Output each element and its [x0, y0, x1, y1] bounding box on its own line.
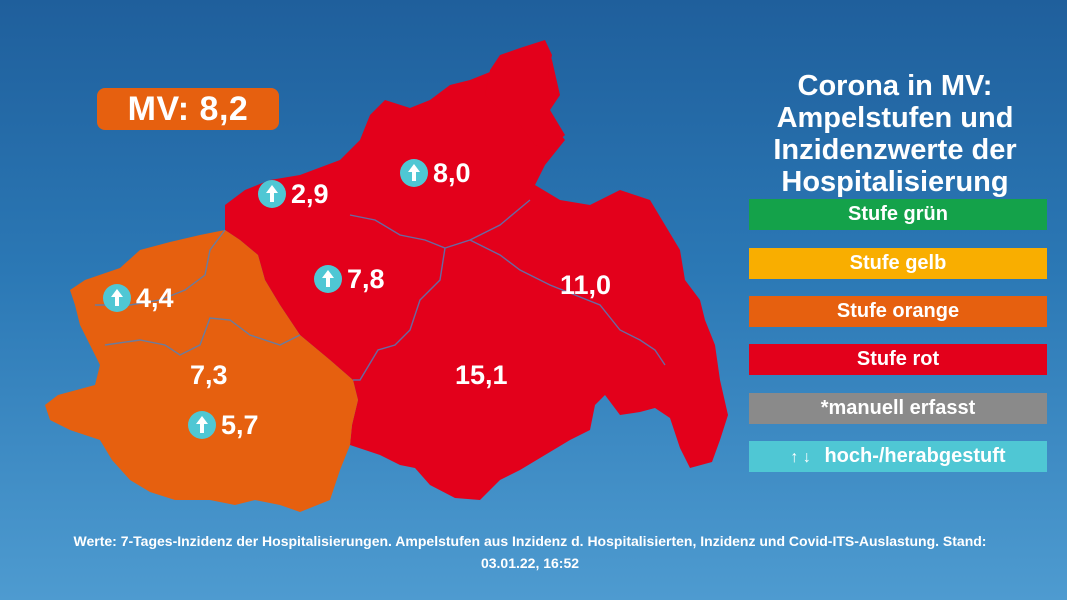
region-value: 8,0 [400, 158, 471, 188]
district-borders [95, 199, 666, 381]
legend-item-orange: Stufe orange [749, 296, 1047, 327]
region-value-text: 5,7 [221, 410, 259, 440]
rugen-island [485, 40, 565, 150]
legend-item-manual: *manuell erfasst [749, 393, 1047, 424]
legend-label: Stufe rot [856, 348, 940, 370]
page-title: Corona in MV: Ampelstufen und Inzidenzwe… [745, 70, 1045, 198]
region-value-text: 7,3 [190, 360, 228, 390]
legend-item-green: Stufe grün [749, 199, 1047, 230]
title-line: Ampelstufen und [776, 102, 1014, 134]
legend-label: Stufe grün [848, 203, 948, 225]
arrow-up-icon [314, 265, 342, 293]
legend-item-yellow: Stufe gelb [749, 248, 1047, 279]
legend-item-trend: ↑ ↓ hoch-/herabgestuft [749, 441, 1047, 472]
region-value: 7,8 [314, 264, 385, 294]
arrow-up-icon [258, 180, 286, 208]
region-value: 15,1 [455, 360, 508, 390]
legend-label: *manuell erfasst [820, 397, 976, 419]
region-red-area [225, 42, 728, 500]
region-value: 5,7 [188, 410, 259, 440]
legend-label: Stufe orange [836, 300, 960, 322]
region-value: 11,0 [560, 270, 611, 300]
mv-total-badge: MV: 8,2 [97, 88, 279, 130]
footer-line: 03.01.22, 16:52 [480, 555, 580, 571]
legend-label: hoch-/herabgestuft [824, 445, 1006, 467]
arrow-up-icon [103, 284, 131, 312]
region-value-text: 4,4 [136, 283, 174, 313]
title-line: Hospitalisierung [781, 166, 1009, 198]
legend-label: Stufe gelb [849, 252, 947, 274]
region-value: 4,4 [103, 283, 174, 313]
up-down-arrow-icon: ↑ ↓ [790, 449, 811, 466]
region-value-text: 11,0 [560, 270, 612, 300]
region-value-text: 8,0 [433, 158, 471, 188]
arrow-up-icon [188, 411, 216, 439]
region-value-text: 2,9 [291, 179, 329, 209]
region-value: 7,3 [190, 360, 228, 390]
footer-line: Werte: 7-Tages-Inzidenz der Hospitalisie… [73, 533, 987, 549]
title-line: Corona in MV: [797, 70, 993, 102]
region-value-text: 15,1 [455, 360, 508, 390]
region-value-text: 7,8 [347, 264, 385, 294]
title-line: Inzidenzwerte der [773, 134, 1017, 166]
legend-item-red: Stufe rot [749, 344, 1047, 375]
footer-note: Werte: 7-Tages-Inzidenz der Hospitalisie… [40, 530, 1020, 574]
region-value: 2,9 [258, 179, 329, 209]
arrow-up-icon [400, 159, 428, 187]
